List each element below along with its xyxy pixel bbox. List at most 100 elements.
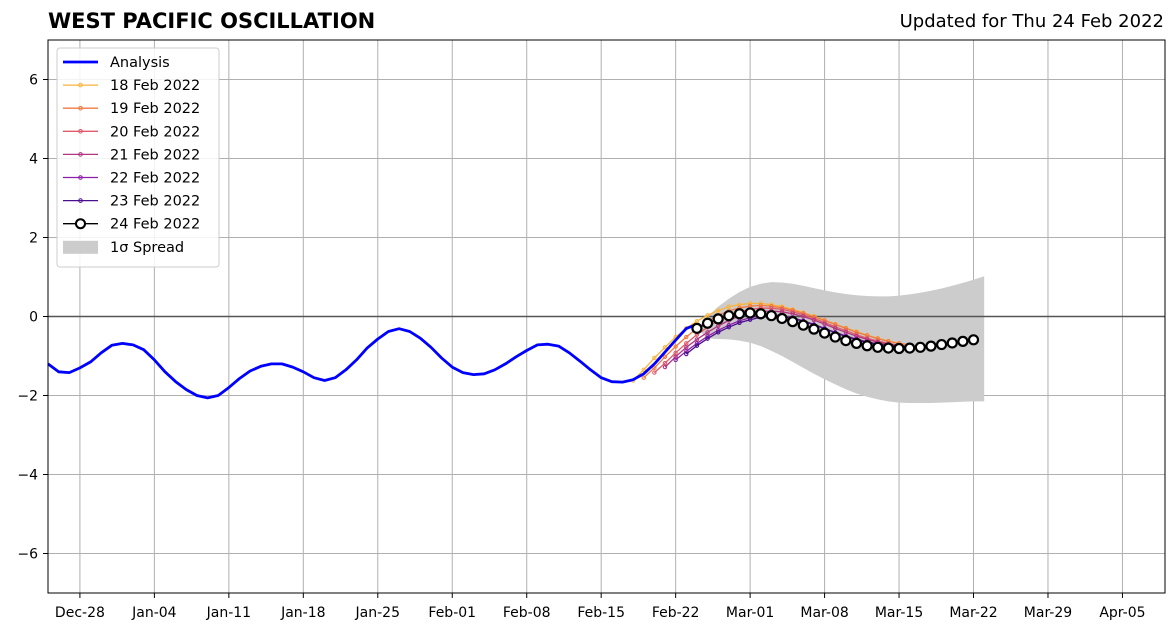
legend-label: 22 Feb 2022 [110,171,200,187]
legend-item: 21 Feb 2022 [63,147,200,163]
legend-label: 19 Feb 2022 [110,101,200,117]
x-tick-label: Feb-15 [577,605,625,621]
data-point [662,345,668,350]
data-point [797,319,809,331]
data-point [662,360,668,366]
data-point [652,355,657,361]
data-point [850,337,863,349]
data-point [684,351,689,357]
legend-marker [78,129,83,134]
data-point [701,317,714,329]
data-point [790,311,795,316]
data-point [684,334,689,340]
legend: Analysis 18 Feb 2022 19 Feb 2022 20 Feb 202… [56,47,220,268]
data-point [694,343,700,348]
legend-label: 20 Feb 2022 [110,124,200,140]
legend-label: Analysis [110,55,170,71]
y-tick-label: 0 [29,310,38,326]
data-point [925,340,937,352]
data-point [716,330,721,335]
data-point [769,306,774,311]
data-point [733,308,746,320]
data-point [935,338,948,351]
x-tick-label: Mar-29 [1024,605,1072,621]
legend-item: 22 Feb 2022 [63,171,200,187]
legend-item: 18 Feb 2022 [63,78,200,94]
series-group [47,301,980,400]
legend-swatch [63,240,98,254]
data-point [662,354,668,359]
data-point [673,357,678,363]
data-point [641,367,646,373]
data-point [641,375,646,380]
x-tick-label: Mar-01 [726,605,774,621]
data-point [744,307,756,319]
x-tick-label: Feb-08 [503,605,551,621]
chart-title: WEST PACIFIC OSCILLATION [48,9,376,33]
x-tick-label: Jan-11 [206,605,251,621]
legend-marker [78,82,83,88]
x-tick-label: Jan-25 [355,605,400,621]
data-point [861,340,873,352]
data-point [872,341,884,353]
legend-item: 23 Feb 2022 [63,194,200,210]
legend-marker [78,152,83,157]
legend-marker [78,198,83,203]
x-tick-label: Mar-08 [800,605,848,621]
data-point [662,364,668,370]
data-point [705,313,710,318]
data-point [652,365,657,371]
x-tick-label: Mar-15 [875,605,923,621]
data-point [967,334,980,346]
data-point [833,326,838,331]
series-analysis [47,323,698,400]
data-point [822,321,827,327]
analysis-line [47,323,698,400]
legend-item: 24 Feb 2022 [63,217,200,233]
data-point [694,337,700,342]
legend-label: 23 Feb 2022 [110,194,200,210]
legend-item: 20 Feb 2022 [63,124,200,140]
data-point [904,342,916,354]
data-point [801,314,806,319]
data-point [914,341,926,353]
data-point [705,336,710,341]
x-tick-label: Apr-05 [1099,605,1145,621]
x-tick-label: Feb-22 [652,605,700,621]
data-point [652,370,657,375]
data-point [747,301,753,306]
data-point [957,335,969,347]
data-point [946,337,958,349]
data-point [758,303,763,308]
data-point [776,312,788,325]
data-point [691,322,703,334]
data-point [818,327,831,339]
legend-marker [75,218,86,230]
x-tick-label: Jan-04 [131,605,177,621]
data-point [726,304,732,309]
data-point [705,330,710,335]
data-point [684,349,689,354]
data-point [779,307,785,312]
legend-box [56,47,220,268]
data-point [864,333,870,338]
legend-marker [78,105,83,111]
data-point [808,323,820,335]
data-point [755,308,767,320]
data-point [726,324,732,330]
data-point [712,313,724,325]
data-point [684,341,689,346]
data-point [737,320,742,326]
y-tick-label: 2 [29,231,38,247]
legend-label: 18 Feb 2022 [110,78,200,94]
data-point [787,316,799,328]
series-line [685,315,910,355]
y-tick-label: −4 [17,468,38,484]
legend-item: Analysis [63,55,170,71]
x-tick-label: Feb-01 [428,605,476,621]
updated-date: Updated for Thu 24 Feb 2022 [899,11,1164,32]
data-point [854,330,859,335]
x-tick-label: Dec-28 [55,605,105,621]
data-point [716,308,721,313]
